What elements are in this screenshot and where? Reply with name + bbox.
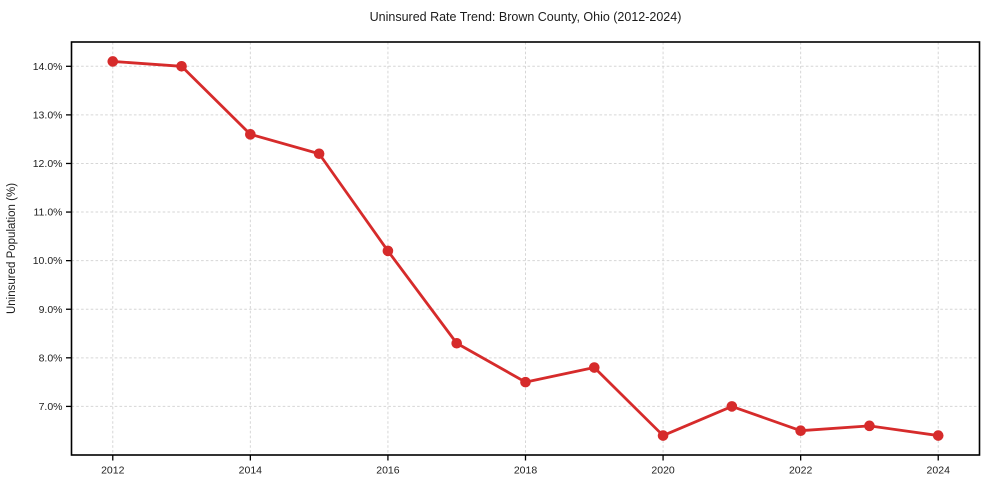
y-tick-label: 7.0% [39,401,63,413]
y-tick-label: 10.0% [33,255,63,267]
y-tick-label: 9.0% [39,304,63,316]
data-point-2023 [864,420,875,432]
x-tick-label: 2016 [376,465,400,477]
data-point-2015 [313,148,325,160]
data-point-2013 [176,60,187,72]
y-tick-label: 11.0% [34,207,63,219]
x-tick-label: 2012 [101,465,125,477]
y-tick-label: 14.0% [33,61,63,73]
data-point-2021 [726,401,738,412]
grid-group [71,42,980,455]
chart-title: Uninsured Rate Trend: Brown County, Ohio… [370,10,682,24]
series-group [107,56,944,441]
x-tick-label: 2024 [927,465,951,477]
x-tick-label: 2022 [789,465,813,477]
data-point-2022 [795,425,806,437]
data-point-2020 [657,430,669,441]
axes-group: 7.0% 8.0% 9.0% 10.0% 11.0% 12.0% 13.0% 14.0% 201… [33,41,981,477]
data-point-2012 [107,56,119,67]
y-tick-label: 8.0% [39,352,63,364]
data-point-2014 [245,129,256,140]
y-axis-label: Uninsured Population (%) [6,183,18,314]
data-point-2019 [588,362,600,373]
y-tick-label: 12.0% [33,158,63,170]
plot-border [70,41,981,456]
x-tick-label: 2020 [651,465,675,477]
x-tick-label: 2018 [514,465,538,477]
data-point-2018 [520,376,531,388]
data-point-2024 [932,430,944,441]
x-tick-label: 2014 [239,465,263,477]
data-point-2017 [451,337,463,349]
y-tick-label: 13.0% [33,109,63,121]
data-point-2016 [382,245,394,257]
